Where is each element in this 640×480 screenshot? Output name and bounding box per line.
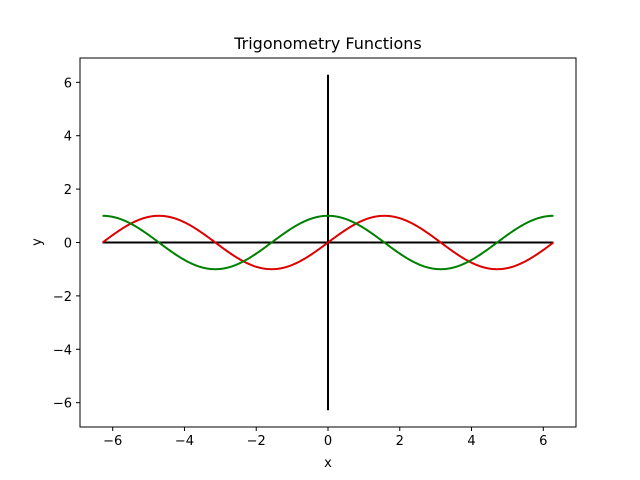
x-axis-ticks: −6 −4 −2 0 2 4 6 <box>103 427 547 449</box>
x-tick-label: 4 <box>467 434 475 449</box>
sin-series-line <box>101 214 555 271</box>
x-tick-label: −2 <box>247 434 266 449</box>
y-tick-label: −4 <box>53 343 72 358</box>
y-axis-ticks: −6 −4 −2 0 2 4 6 <box>53 76 80 412</box>
y-tick-label: −6 <box>53 397 72 412</box>
x-axis-label: x <box>324 456 332 471</box>
x-tick-label: 0 <box>324 434 332 449</box>
y-axis-label: y <box>30 238 45 246</box>
x-tick-label: −4 <box>175 434 194 449</box>
cos-series-line <box>102 214 554 271</box>
y-tick-label: 6 <box>64 76 72 91</box>
chart-title: Trigonometry Functions <box>233 34 422 53</box>
y-tick-label: 2 <box>64 183 72 198</box>
plot-lines <box>101 74 555 411</box>
x-tick-label: −6 <box>103 434 122 449</box>
y-tick-label: 0 <box>64 237 72 252</box>
x-tick-label: 6 <box>539 434 547 449</box>
x-tick-label: 2 <box>396 434 404 449</box>
y-tick-label: 4 <box>64 130 72 145</box>
y-tick-label: −2 <box>53 290 72 305</box>
